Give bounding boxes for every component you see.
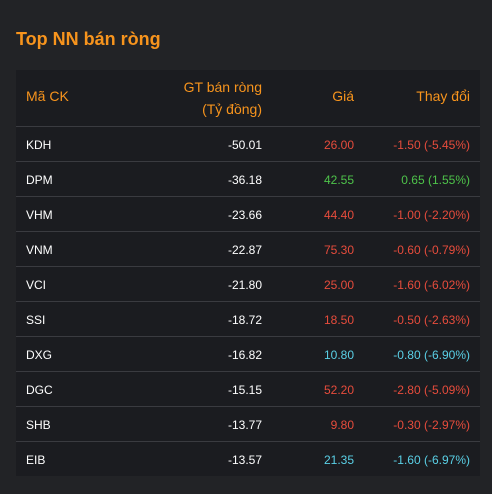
price: 9.80 bbox=[330, 418, 354, 432]
price: 18.50 bbox=[323, 313, 354, 327]
table-row[interactable]: DGC -15.15 52.20 -2.80 (-5.09%) bbox=[16, 372, 480, 407]
price: 52.20 bbox=[323, 383, 354, 397]
stock-code[interactable]: VHM bbox=[26, 208, 53, 222]
table-body: KDH -50.01 26.00 -1.50 (-5.45%) DPM -36.18 42.… bbox=[16, 127, 480, 476]
price: 26.00 bbox=[323, 138, 354, 152]
net-sell-value: -23.66 bbox=[227, 208, 262, 222]
table-row[interactable]: EIB -13.57 21.35 -1.60 (-6.97%) bbox=[16, 442, 480, 476]
net-sell-value: -22.87 bbox=[227, 243, 262, 257]
table-row[interactable]: KDH -50.01 26.00 -1.50 (-5.45%) bbox=[16, 127, 480, 162]
table-row[interactable]: SSI -18.72 18.50 -0.50 (-2.63%) bbox=[16, 302, 480, 337]
stock-code[interactable]: VNM bbox=[26, 243, 53, 257]
price-change: -0.30 (-2.97%) bbox=[393, 418, 470, 432]
header-code: Mã CK bbox=[26, 88, 69, 104]
price: 10.80 bbox=[323, 348, 354, 362]
stock-code[interactable]: DXG bbox=[26, 348, 53, 362]
net-sell-value: -21.80 bbox=[227, 278, 262, 292]
price: 21.35 bbox=[323, 453, 354, 467]
header-value-line2: (Tỷ đồng) bbox=[202, 101, 262, 117]
price-change: -0.50 (-2.63%) bbox=[393, 313, 470, 327]
header-price: Giá bbox=[332, 88, 354, 104]
table-row[interactable]: VCI -21.80 25.00 -1.60 (-6.02%) bbox=[16, 267, 480, 302]
price-change: -1.50 (-5.45%) bbox=[393, 138, 470, 152]
price-change: -2.80 (-5.09%) bbox=[393, 383, 470, 397]
table-row[interactable]: VHM -23.66 44.40 -1.00 (-2.20%) bbox=[16, 197, 480, 232]
header-value: GT bán ròng (Tỷ đồng) bbox=[184, 76, 262, 120]
price: 25.00 bbox=[323, 278, 354, 292]
price: 75.30 bbox=[323, 243, 354, 257]
net-sell-value: -13.57 bbox=[227, 453, 262, 467]
stock-code[interactable]: DGC bbox=[26, 383, 53, 397]
price-change: -1.60 (-6.02%) bbox=[393, 278, 470, 292]
stock-code[interactable]: VCI bbox=[26, 278, 47, 292]
price-change: -1.60 (-6.97%) bbox=[393, 453, 470, 467]
price-change: -0.60 (-0.79%) bbox=[393, 243, 470, 257]
table-row[interactable]: SHB -13.77 9.80 -0.30 (-2.97%) bbox=[16, 407, 480, 442]
net-sell-value: -36.18 bbox=[227, 173, 262, 187]
net-sell-value: -50.01 bbox=[227, 138, 262, 152]
stock-code[interactable]: SSI bbox=[26, 313, 46, 327]
net-sell-value: -18.72 bbox=[227, 313, 262, 327]
table-row[interactable]: DXG -16.82 10.80 -0.80 (-6.90%) bbox=[16, 337, 480, 372]
stock-code[interactable]: EIB bbox=[26, 453, 46, 467]
header-change: Thay đổi bbox=[416, 88, 470, 104]
price: 42.55 bbox=[323, 173, 354, 187]
price-change: -1.00 (-2.20%) bbox=[393, 208, 470, 222]
table-row[interactable]: VNM -22.87 75.30 -0.60 (-0.79%) bbox=[16, 232, 480, 267]
net-sell-table: Mã CK GT bán ròng (Tỷ đồng) Giá Thay đổi… bbox=[16, 70, 480, 476]
net-sell-value: -16.82 bbox=[227, 348, 262, 362]
net-sell-value: -13.77 bbox=[227, 418, 262, 432]
header-value-line1: GT bán ròng bbox=[183, 79, 262, 95]
price-change: 0.65 (1.55%) bbox=[401, 173, 470, 187]
price-change: -0.80 (-6.90%) bbox=[393, 348, 470, 362]
stock-code[interactable]: DPM bbox=[26, 173, 53, 187]
table-header: Mã CK GT bán ròng (Tỷ đồng) Giá Thay đổi bbox=[16, 70, 480, 127]
stock-code[interactable]: SHB bbox=[26, 418, 51, 432]
net-sell-value: -15.15 bbox=[227, 383, 262, 397]
stock-code[interactable]: KDH bbox=[26, 138, 52, 152]
price: 44.40 bbox=[323, 208, 354, 222]
panel-title: Top NN bán ròng bbox=[16, 29, 161, 49]
table-row[interactable]: DPM -36.18 42.55 0.65 (1.55%) bbox=[16, 162, 480, 197]
